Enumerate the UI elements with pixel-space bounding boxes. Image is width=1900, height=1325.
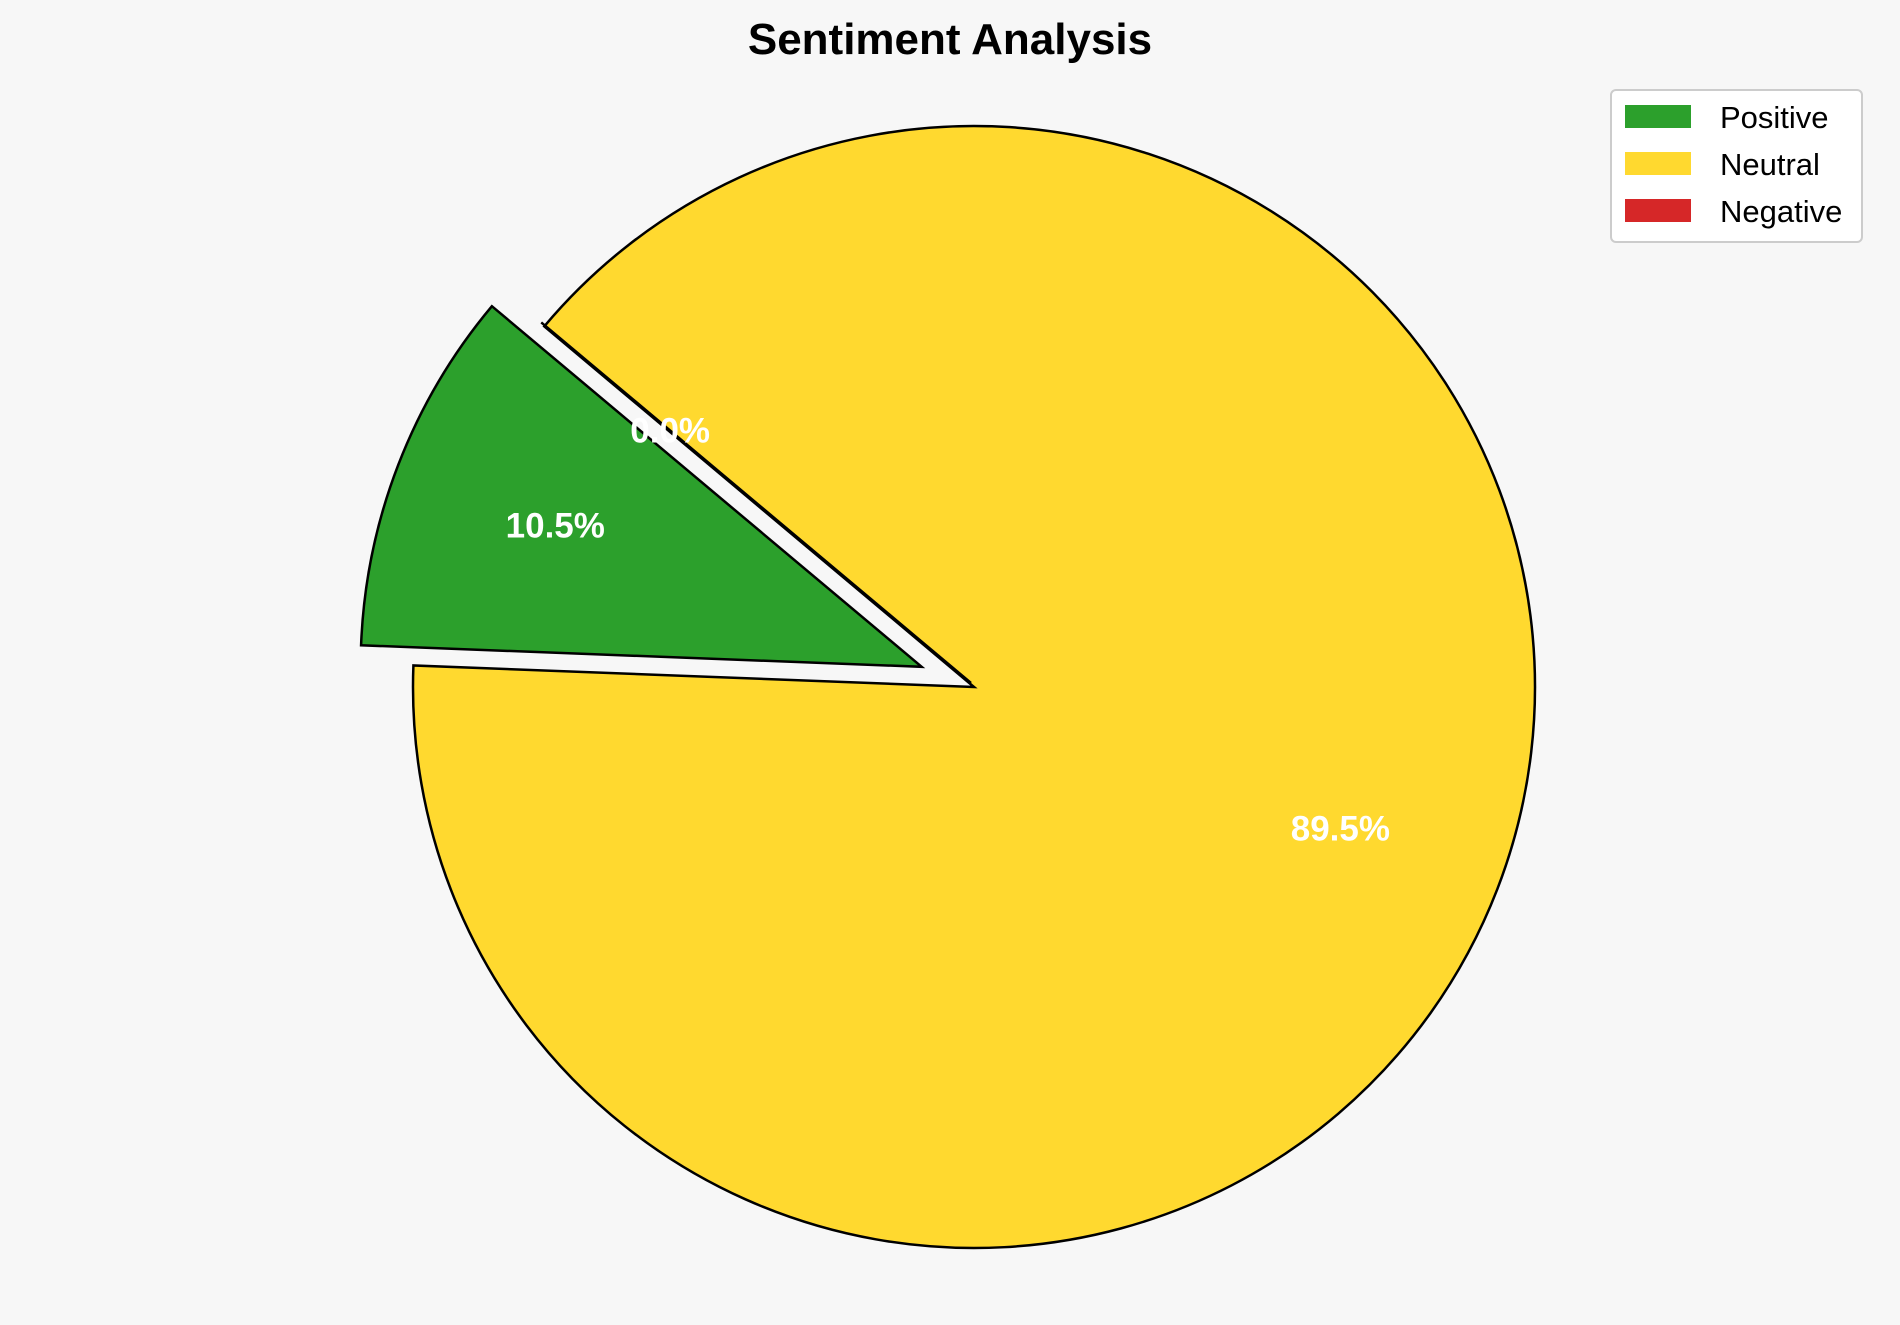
- pie-slice-positive: [359, 304, 926, 669]
- legend-label-positive: Positive: [1720, 100, 1829, 135]
- chart-title: Sentiment Analysis: [748, 15, 1152, 64]
- pie-label-positive: 10.5%: [506, 506, 605, 545]
- legend-swatch-negative: [1625, 199, 1691, 222]
- pie-label-neutral: 89.5%: [1291, 809, 1390, 848]
- pie-label-negative: 0.0%: [630, 412, 710, 451]
- legend-label-neutral: Neutral: [1720, 147, 1820, 182]
- legend-swatch-positive: [1625, 105, 1691, 128]
- legend-label-negative: Negative: [1720, 194, 1842, 229]
- legend-swatch-neutral: [1625, 152, 1691, 175]
- pie-slice-neutral: [411, 124, 1537, 1250]
- legend: Positive Neutral Negative: [1610, 89, 1863, 243]
